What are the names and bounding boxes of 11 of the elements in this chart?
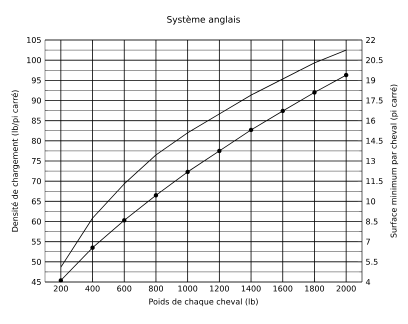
point <box>312 90 317 95</box>
point <box>344 72 348 78</box>
point <box>90 246 95 250</box>
chart-title: Système anglais <box>167 15 240 25</box>
point <box>280 108 285 114</box>
point <box>58 278 64 283</box>
point <box>185 170 190 174</box>
point <box>122 218 126 222</box>
point <box>217 148 222 154</box>
point <box>154 193 158 198</box>
point <box>248 128 254 132</box>
